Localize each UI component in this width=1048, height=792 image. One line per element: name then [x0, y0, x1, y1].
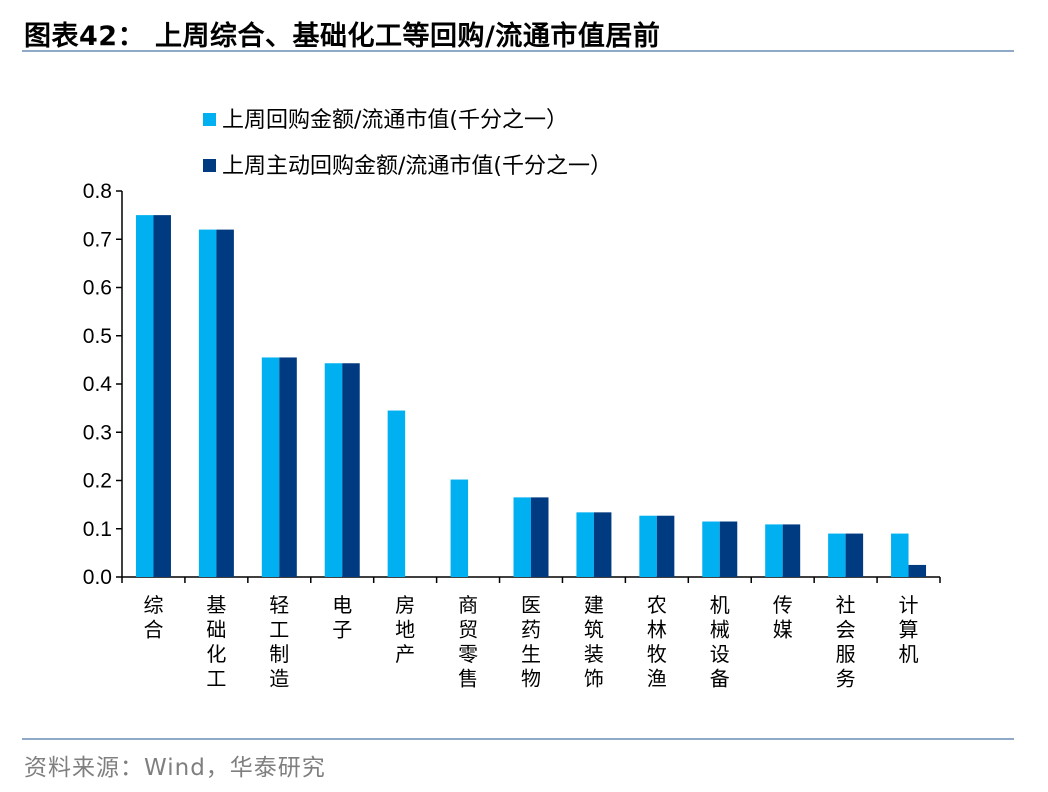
x-category-label: 综合	[143, 593, 163, 642]
title-divider	[22, 50, 1014, 52]
bar	[387, 410, 406, 577]
bar	[891, 533, 909, 577]
footer-divider	[22, 738, 1014, 740]
x-category-label: 医药生物	[521, 593, 541, 691]
bar	[279, 357, 297, 577]
y-tick-label: 0.4	[83, 373, 113, 396]
bar	[593, 512, 612, 577]
y-tick-label: 0.0	[83, 566, 112, 589]
bar	[342, 363, 360, 577]
x-category-label: 农林牧渔	[647, 593, 667, 691]
bar	[828, 533, 846, 577]
y-tick-label: 0.2	[83, 470, 112, 493]
bar	[656, 515, 675, 577]
y-tick-label: 0.5	[83, 325, 112, 348]
bar	[324, 363, 343, 577]
x-category-label: 基础化工	[206, 593, 226, 691]
x-category-label: 轻工制造	[269, 593, 289, 691]
legend-swatch	[203, 113, 216, 126]
y-tick-label: 0.6	[83, 277, 112, 300]
y-tick-label: 0.8	[83, 180, 112, 203]
legend-label: 上周回购金额/流通市值(千分之一）	[222, 108, 568, 133]
y-tick-label: 0.1	[83, 518, 112, 541]
bar	[198, 229, 217, 577]
x-category-label: 机械设备	[710, 593, 730, 691]
bar	[450, 479, 469, 577]
bar	[261, 357, 280, 577]
legend-label: 上周主动回购金额/流通市值(千分之一）	[222, 154, 612, 179]
bar	[765, 524, 783, 577]
source-note: 资料来源：Wind，华泰研究	[24, 755, 326, 781]
bar	[576, 512, 594, 577]
page-title: 图表42： 上周综合、基础化工等回购/流通市值居前	[24, 21, 661, 52]
bar	[513, 497, 531, 577]
legend-swatch	[203, 159, 216, 172]
bar	[702, 521, 720, 577]
x-category-label: 房地产	[395, 593, 415, 666]
bar	[153, 215, 171, 577]
y-tick-label: 0.3	[83, 421, 112, 444]
bar	[639, 515, 657, 577]
bar	[782, 524, 801, 577]
x-category-label: 传媒	[773, 593, 793, 642]
bar	[845, 533, 864, 577]
bar	[531, 497, 549, 577]
x-category-label: 建筑装饰	[584, 593, 604, 691]
x-category-label: 商贸零售	[458, 593, 478, 691]
x-category-label: 社会服务	[836, 593, 856, 691]
x-category-label: 计算机	[899, 593, 919, 666]
y-tick-label: 0.7	[83, 228, 112, 251]
bar	[135, 215, 154, 577]
bar	[216, 229, 234, 577]
bar	[908, 564, 927, 577]
bar	[719, 521, 738, 577]
x-category-label: 电子	[332, 593, 352, 642]
